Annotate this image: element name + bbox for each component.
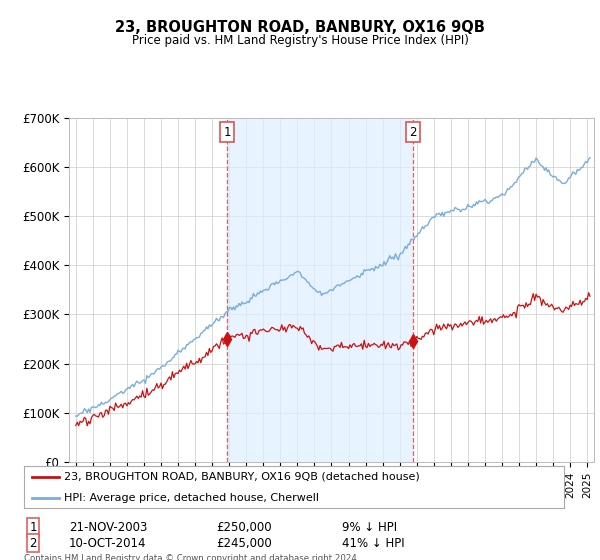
Text: 2: 2 xyxy=(409,125,417,138)
Text: 23, BROUGHTON ROAD, BANBURY, OX16 9QB (detached house): 23, BROUGHTON ROAD, BANBURY, OX16 9QB (d… xyxy=(65,472,420,482)
Text: 1: 1 xyxy=(223,125,231,138)
Text: £250,000: £250,000 xyxy=(216,521,272,534)
Text: 21-NOV-2003: 21-NOV-2003 xyxy=(69,521,148,534)
Text: 2: 2 xyxy=(29,536,37,550)
Bar xyxy=(227,118,413,462)
Text: 10-OCT-2014: 10-OCT-2014 xyxy=(69,536,146,550)
Text: Contains HM Land Registry data © Crown copyright and database right 2024.: Contains HM Land Registry data © Crown c… xyxy=(24,554,359,560)
Text: 41% ↓ HPI: 41% ↓ HPI xyxy=(342,536,404,550)
Text: 1: 1 xyxy=(29,521,37,534)
Text: HPI: Average price, detached house, Cherwell: HPI: Average price, detached house, Cher… xyxy=(65,493,320,502)
Text: 9% ↓ HPI: 9% ↓ HPI xyxy=(342,521,397,534)
Text: Price paid vs. HM Land Registry's House Price Index (HPI): Price paid vs. HM Land Registry's House … xyxy=(131,34,469,46)
Text: 23, BROUGHTON ROAD, BANBURY, OX16 9QB: 23, BROUGHTON ROAD, BANBURY, OX16 9QB xyxy=(115,20,485,35)
Text: £245,000: £245,000 xyxy=(216,536,272,550)
